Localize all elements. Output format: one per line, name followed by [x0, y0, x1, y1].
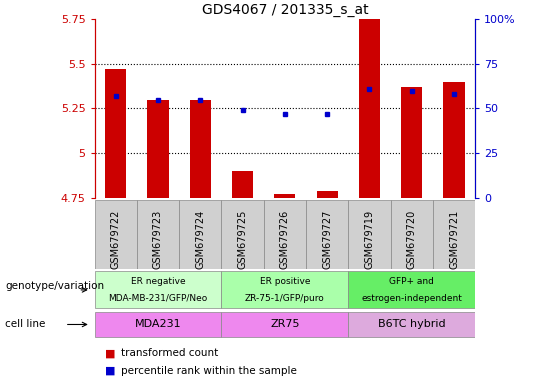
Bar [348, 311, 475, 338]
Text: GSM679726: GSM679726 [280, 210, 290, 269]
Text: ER positive: ER positive [260, 277, 310, 286]
Text: GSM679719: GSM679719 [364, 210, 374, 269]
Text: ZR75: ZR75 [270, 319, 300, 329]
Text: ■: ■ [105, 348, 116, 358]
Bar [274, 194, 295, 198]
Bar [359, 19, 380, 198]
Bar [221, 271, 348, 308]
Text: estrogen-independent: estrogen-independent [361, 294, 462, 303]
Text: GFP+ and: GFP+ and [389, 277, 434, 286]
Text: transformed count: transformed count [122, 348, 219, 358]
Text: MDA231: MDA231 [134, 319, 181, 329]
Text: ER negative: ER negative [131, 277, 185, 286]
Bar [264, 200, 306, 269]
Bar [443, 82, 464, 198]
Bar [147, 99, 168, 198]
Text: B6TC hybrid: B6TC hybrid [378, 319, 446, 329]
Bar [221, 200, 264, 269]
Text: cell line: cell line [5, 319, 46, 329]
Text: GSM679720: GSM679720 [407, 210, 417, 269]
Text: ■: ■ [105, 366, 116, 376]
Bar [401, 87, 422, 198]
Text: percentile rank within the sample: percentile rank within the sample [122, 366, 298, 376]
Bar [348, 200, 390, 269]
Bar [390, 200, 433, 269]
Bar [94, 311, 221, 338]
Text: genotype/variation: genotype/variation [5, 281, 105, 291]
Text: MDA-MB-231/GFP/Neo: MDA-MB-231/GFP/Neo [109, 294, 207, 303]
Bar [348, 271, 475, 308]
Text: GSM679727: GSM679727 [322, 210, 332, 270]
Bar [190, 99, 211, 198]
Bar [94, 271, 221, 308]
Title: GDS4067 / 201335_s_at: GDS4067 / 201335_s_at [201, 3, 368, 17]
Text: GSM679725: GSM679725 [238, 210, 247, 270]
Text: GSM679723: GSM679723 [153, 210, 163, 269]
Text: ZR-75-1/GFP/puro: ZR-75-1/GFP/puro [245, 294, 325, 303]
Bar [179, 200, 221, 269]
Bar [221, 311, 348, 338]
Text: GSM679722: GSM679722 [111, 210, 120, 270]
Bar [232, 171, 253, 198]
Bar [105, 69, 126, 198]
Text: GSM679724: GSM679724 [195, 210, 205, 269]
Bar [306, 200, 348, 269]
Bar [433, 200, 475, 269]
Bar [137, 200, 179, 269]
Bar [94, 200, 137, 269]
Text: GSM679721: GSM679721 [449, 210, 459, 269]
Bar [316, 190, 338, 198]
